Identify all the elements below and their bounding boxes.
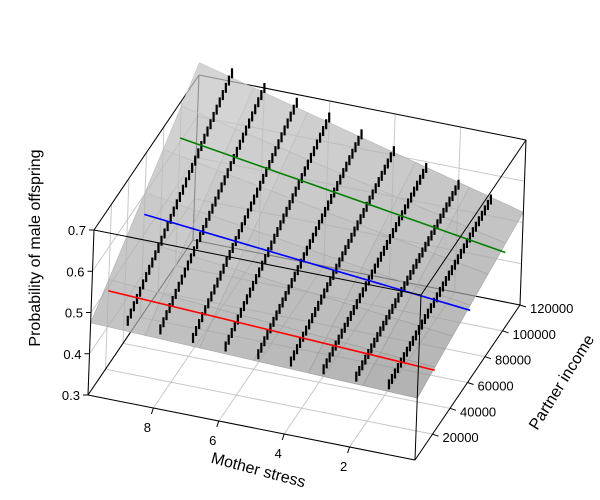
regression-surface <box>90 62 524 399</box>
box-edge <box>87 394 416 461</box>
axis-tick-labels: 0.3 0.4 0.5 0.6 0.7 8 6 4 2 20000 40000 60000 80000 1… <box>62 223 573 474</box>
y-tick-label: 20000 <box>443 430 479 445</box>
grid-line <box>122 342 451 409</box>
series-line <box>179 137 506 254</box>
data-rug-marks <box>126 68 492 390</box>
x-tick-mark <box>347 446 351 454</box>
grid-line <box>105 368 433 435</box>
box-edge <box>198 74 527 141</box>
z-tick-label: 0.6 <box>66 264 84 279</box>
x-tick-label: 6 <box>209 433 216 448</box>
y-tick-label: 80000 <box>495 353 531 368</box>
y-tick-mark <box>484 356 492 360</box>
surface-patch <box>180 62 254 130</box>
y-tick-label: 60000 <box>478 379 514 394</box>
x-tick-mark <box>150 407 154 415</box>
y-tick-mark <box>502 330 509 334</box>
x-tick-label: 2 <box>340 459 347 474</box>
z-tick-label: 0.5 <box>65 306 83 321</box>
y-tick-label: 40000 <box>460 404 496 419</box>
series-line <box>108 290 436 372</box>
x-tick-mark <box>216 420 220 428</box>
z-axis-title: Probability of male offspring <box>27 149 44 346</box>
box-edge <box>414 294 422 461</box>
box-edge <box>93 74 200 231</box>
z-tick-label: 0.3 <box>62 388 80 403</box>
x-tick-label: 8 <box>144 420 151 435</box>
y-axis-title: Partner income <box>526 332 598 433</box>
box-edge <box>519 139 527 306</box>
y-tick-label: 120000 <box>530 301 573 316</box>
z-tick-label: 0.4 <box>63 347 81 362</box>
y-tick-mark <box>519 304 527 308</box>
y-tick-mark <box>467 382 474 385</box>
x-axis-title: Mother stress <box>209 450 307 492</box>
box-edge <box>420 139 527 296</box>
x-tick-mark <box>281 433 285 441</box>
y-tick-mark <box>449 407 457 411</box>
x-tick-label: 4 <box>275 446 282 461</box>
y-tick-label: 100000 <box>513 327 556 342</box>
z-tick-label: 0.7 <box>68 223 86 238</box>
box-edge <box>93 229 422 296</box>
y-tick-mark <box>432 433 439 437</box>
